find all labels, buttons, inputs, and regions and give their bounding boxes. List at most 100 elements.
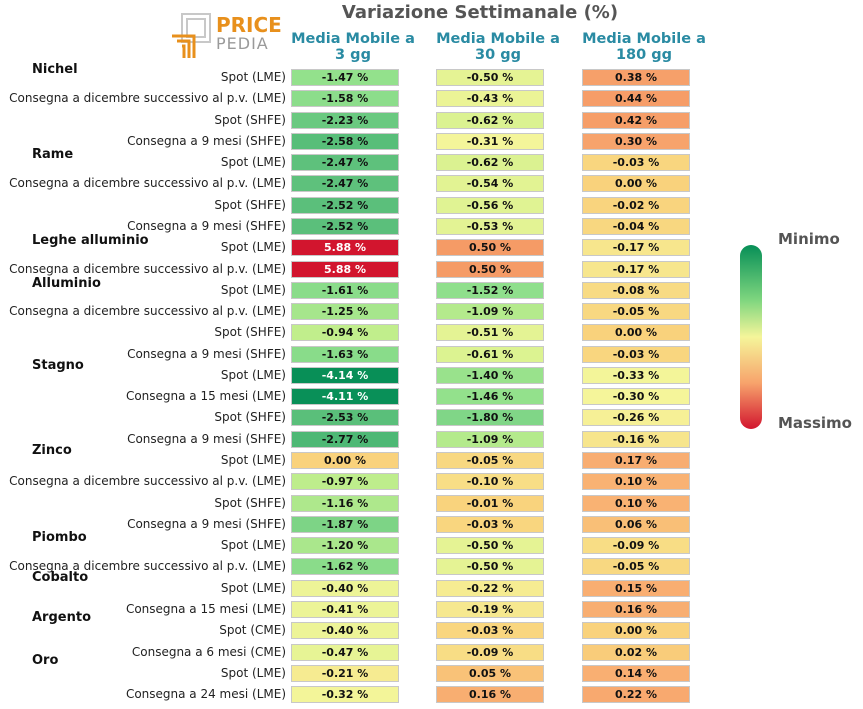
heatmap-cell: 0.00 % [582, 324, 690, 342]
heatmap-cell: 0.00 % [291, 452, 399, 470]
legend-min-label: Minimo [778, 230, 840, 248]
heatmap-cell: 0.16 % [582, 601, 690, 618]
row-label: Consegna a dicembre successivo al p.v. (… [9, 261, 286, 276]
group-label: Oro [32, 652, 59, 668]
row-label: Consegna a 9 mesi (SHFE) [127, 431, 286, 446]
heatmap-cell: -0.40 % [291, 622, 399, 640]
row-label: Consegna a 9 mesi (SHFE) [127, 218, 286, 233]
row-label: Spot (LME) [220, 70, 286, 84]
heatmap-cell: -1.16 % [291, 494, 399, 512]
heatmap-cell: -0.26 % [582, 409, 690, 427]
heatmap-cell: 5.88 % [291, 260, 399, 278]
heatmap-cell: -0.41 % [291, 601, 399, 618]
column-header-line: Media Mobile a [436, 31, 560, 47]
heatmap-cell: -4.11 % [291, 388, 399, 406]
heatmap-cell: -0.03 % [436, 515, 544, 533]
heatmap-cell: -2.53 % [291, 409, 399, 427]
heatmap-cell: -0.04 % [582, 217, 690, 235]
heatmap-cell: -0.02 % [582, 196, 690, 214]
group-label: Zinco [32, 443, 72, 459]
heatmap-cell: -0.17 % [582, 260, 690, 278]
heatmap-cell: -1.61 % [291, 281, 399, 299]
heatmap-cell: -1.25 % [291, 303, 399, 321]
heatmap-cell: -0.03 % [582, 345, 690, 363]
row-label: Spot (LME) [220, 367, 286, 382]
heatmap-cell: 0.10 % [582, 494, 690, 512]
heatmap-cell: -2.23 % [291, 111, 399, 129]
column-header-line: 3 gg [335, 47, 371, 63]
heatmap-cell: -2.52 % [291, 196, 399, 214]
heatmap-cell: -0.50 % [436, 537, 544, 555]
heatmap-cell: -0.01 % [436, 494, 544, 512]
heatmap-cell: -1.09 % [436, 430, 544, 448]
column-header-30gg: Media Mobile a 30 gg [433, 31, 563, 63]
heatmap-cell: -2.47 % [291, 154, 399, 172]
heatmap-cell: -1.58 % [291, 90, 399, 108]
heatmap-cell: 0.10 % [582, 473, 690, 491]
heatmap-cell: 0.30 % [582, 132, 690, 150]
heatmap-cell: -1.80 % [436, 409, 544, 427]
heatmap-cell: 5.88 % [291, 239, 399, 257]
heatmap-cell: -2.77 % [291, 430, 399, 448]
heatmap-cell: -1.20 % [291, 537, 399, 555]
heatmap-cell: -1.47 % [291, 69, 399, 86]
pricepedia-logo: PRICE PEDIA [170, 12, 282, 62]
heatmap-cell: -0.16 % [582, 430, 690, 448]
heatmap-cell: -0.22 % [436, 579, 544, 597]
heatmap-cell: -1.63 % [291, 345, 399, 363]
column-header-line: 180 gg [615, 47, 673, 63]
heatmap-cell: -0.62 % [436, 111, 544, 129]
heatmap-cell: -0.56 % [436, 196, 544, 214]
heatmap-cell: -0.03 % [436, 622, 544, 640]
row-label: Consegna a 15 mesi (LME) [125, 389, 286, 404]
heatmap-cell: -0.09 % [436, 643, 544, 661]
column-header-line: 30 gg [475, 47, 521, 63]
column-header-180gg: Media Mobile a 180 gg [579, 31, 709, 63]
heatmap-cell: -0.47 % [291, 643, 399, 661]
heatmap-cell: 0.22 % [582, 686, 690, 704]
heatmap-cell: -0.40 % [291, 579, 399, 597]
heatmap-cell: -0.43 % [436, 90, 544, 108]
row-label: Spot (LME) [220, 155, 286, 170]
column-header-3gg: Media Mobile a 3 gg [288, 31, 418, 63]
heatmap-cell: -0.05 % [582, 558, 690, 576]
heatmap-cell: -0.94 % [291, 324, 399, 342]
logo-text-price: PRICE [216, 13, 282, 37]
row-label: Spot (LME) [220, 282, 286, 297]
heatmap-cell: -0.53 % [436, 217, 544, 235]
heatmap-cell: -0.54 % [436, 175, 544, 193]
row-label: Consegna a 24 mesi (LME) [125, 687, 286, 702]
heatmap-cell: -0.30 % [582, 388, 690, 406]
heatmap-cell: -4.14 % [291, 366, 399, 384]
heatmap-cell: 0.00 % [582, 622, 690, 640]
group-label: Stagno [32, 357, 84, 373]
heatmap-cell: -0.10 % [436, 473, 544, 491]
heatmap-cell: -2.58 % [291, 132, 399, 150]
row-label: Spot (SHFE) [214, 325, 286, 340]
heatmap-cell: -1.87 % [291, 515, 399, 533]
heatmap-cell: -0.32 % [291, 686, 399, 704]
row-label: Consegna a dicembre successivo al p.v. (… [9, 474, 286, 489]
heatmap-cell: 0.16 % [436, 686, 544, 704]
heatmap-cell: -1.62 % [291, 558, 399, 576]
heatmap-cell: -1.46 % [436, 388, 544, 406]
heatmap-cell: -2.47 % [291, 175, 399, 193]
heatmap-cell: -0.62 % [436, 154, 544, 172]
row-label: Spot (LME) [220, 665, 286, 680]
heatmap-cell: -1.52 % [436, 281, 544, 299]
heatmap-cell: 0.17 % [582, 452, 690, 470]
row-label: Consegna a dicembre successivo al p.v. (… [9, 176, 286, 191]
row-label: Spot (LME) [220, 580, 286, 595]
row-label: Consegna a dicembre successivo al p.v. (… [9, 304, 286, 319]
heatmap-cell: -0.08 % [582, 281, 690, 299]
heatmap-cell: -0.50 % [436, 558, 544, 576]
heatmap-cell: -0.17 % [582, 239, 690, 257]
column-header-line: Media Mobile a [291, 31, 415, 47]
heatmap-cell: -0.97 % [291, 473, 399, 491]
logo-text-pedia: PEDIA [216, 34, 269, 53]
row-label: Spot (SHFE) [214, 495, 286, 510]
row-label: Spot (LME) [220, 453, 286, 468]
row-label: Spot (CME) [219, 623, 286, 638]
heatmap-cell: -0.21 % [291, 664, 399, 682]
heatmap-cell: 0.50 % [436, 239, 544, 257]
